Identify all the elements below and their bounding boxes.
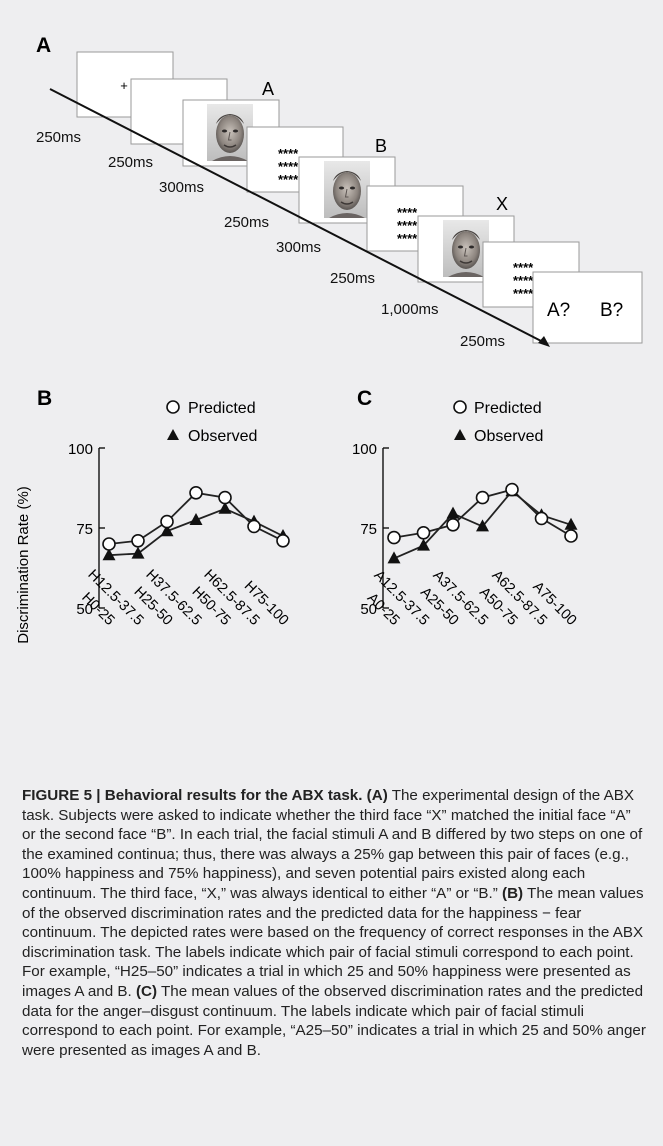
observed-point <box>102 548 116 561</box>
observed-point <box>417 538 430 551</box>
predicted-point <box>131 534 145 548</box>
timeline-arrow <box>49 88 546 344</box>
response-a: A? <box>547 300 570 321</box>
figure-caption: FIGURE 5 | Behavioral results for the AB… <box>22 786 646 1060</box>
predicted-point <box>416 526 431 540</box>
y-tick-label: 100 <box>352 441 377 458</box>
observed-point <box>189 513 203 525</box>
caption-b-label: (B) <box>502 884 524 902</box>
predicted-point <box>446 518 460 532</box>
timeline-arrowhead <box>538 336 550 347</box>
observed-point <box>476 519 489 532</box>
observed-point <box>160 524 174 537</box>
caption-c-label: (C) <box>135 982 158 1000</box>
response-screen <box>532 271 643 344</box>
mask-text-1: **** <box>278 146 299 161</box>
predicted-point <box>475 490 490 505</box>
response-b: B? <box>600 300 623 321</box>
face-label-x: X <box>496 194 508 214</box>
duration-label-3: 300ms <box>159 179 204 196</box>
face-b-image <box>323 160 371 219</box>
mask-text-3c: **** <box>513 286 534 301</box>
face-x-image <box>442 219 490 278</box>
mask-text-2: **** <box>397 205 418 220</box>
mask-text-1b: **** <box>278 159 299 174</box>
predicted-point <box>247 519 261 534</box>
observed-point <box>564 517 578 530</box>
panel-a-diagram: + **** **** **** **** **** **** **** ***… <box>36 34 643 350</box>
duration-label-7: 1,000ms <box>381 301 439 318</box>
y-tick-label: 50 <box>360 601 377 618</box>
legend-predicted-marker <box>166 400 180 414</box>
face-label-b: B <box>375 136 387 156</box>
observed-point <box>218 501 232 514</box>
observed-point <box>446 506 460 519</box>
face-a-image <box>206 103 254 162</box>
caption-a-text: The experimental design of the ABX task.… <box>22 787 643 902</box>
observed-point <box>131 546 145 559</box>
predicted-point <box>387 530 401 545</box>
mask-text-3b: **** <box>513 273 534 288</box>
panel-a-letter: A <box>36 34 51 57</box>
y-tick-label: 75 <box>360 521 377 538</box>
legend-observed-label: Observed <box>474 428 543 445</box>
legend-observed-marker <box>454 429 466 440</box>
caption-b-text: The mean values of the observed discrimi… <box>22 884 644 1000</box>
duration-label-2: 250ms <box>108 154 153 171</box>
mask-text-2c: **** <box>397 231 418 246</box>
y-tick-label: 75 <box>76 521 93 538</box>
legend-predicted-marker <box>453 400 467 414</box>
panel-c-chart: C Predicted Observed 5075100A0-25A12.5-3… <box>352 387 580 629</box>
predicted-point <box>276 534 290 548</box>
panel-b-chart: B Predicted Observed Discrimination Rate… <box>15 387 292 644</box>
plot-area: 5075100A0-25A12.5-37.5A25-50A37.5-62.5A5… <box>352 441 580 629</box>
fixation-cross: + <box>120 78 128 93</box>
legend-predicted-label: Predicted <box>188 400 256 417</box>
caption-c-text: The mean values of the observed discrimi… <box>22 982 646 1059</box>
caption-title: FIGURE 5 | Behavioral results for the AB… <box>22 787 363 804</box>
legend-observed-marker <box>167 429 179 440</box>
y-axis-label: Discrimination Rate (%) <box>15 486 32 644</box>
mask-text-2b: **** <box>397 218 418 233</box>
plot-area: 5075100H0-25H12.5-37.5H25-50H37.5-62.5H5… <box>68 441 292 629</box>
predicted-point <box>160 514 174 529</box>
duration-label-4: 250ms <box>224 214 269 231</box>
predicted-point <box>102 537 116 551</box>
duration-label-8: 250ms <box>460 333 505 350</box>
duration-label-1: 250ms <box>36 129 81 146</box>
predicted-point <box>534 511 549 526</box>
legend-predicted-label: Predicted <box>474 400 542 417</box>
duration-label-6: 250ms <box>330 270 375 287</box>
panel-c-letter: C <box>357 387 372 410</box>
caption-a-label: (A) <box>366 787 388 804</box>
mask-text-3: **** <box>513 260 534 275</box>
predicted-point <box>505 482 519 497</box>
face-label-a: A <box>262 79 274 99</box>
panel-b-letter: B <box>37 387 52 410</box>
observed-point <box>387 551 401 564</box>
predicted-point <box>189 486 203 500</box>
predicted-point <box>218 490 232 505</box>
y-tick-label: 100 <box>68 441 93 458</box>
duration-label-5: 300ms <box>276 239 321 256</box>
legend-observed-label: Observed <box>188 428 257 445</box>
predicted-point <box>564 529 578 543</box>
y-tick-label: 50 <box>76 601 93 618</box>
mask-text-1c: **** <box>278 172 299 187</box>
